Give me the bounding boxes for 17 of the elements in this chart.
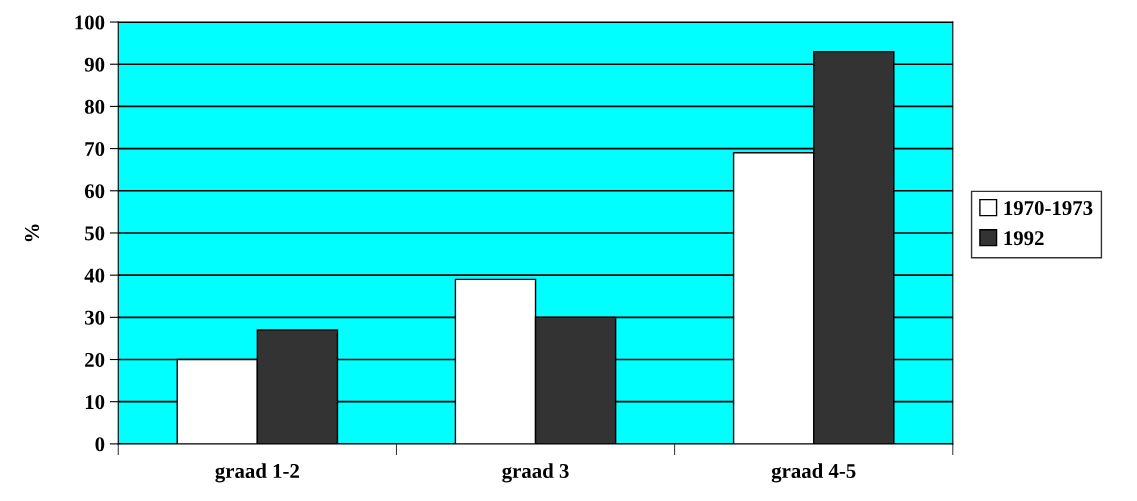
- y-tick-label: 60: [84, 184, 105, 199]
- legend-label: 1970-1973: [1004, 201, 1093, 216]
- y-tick-label: 70: [85, 141, 105, 157]
- y-tick-label: 40: [84, 268, 105, 283]
- y-tick-label: 30: [85, 310, 105, 325]
- x-tick-label: graad 4-5: [771, 463, 856, 483]
- y-tick-label: 0: [95, 437, 105, 452]
- y-tick-label: 100: [75, 15, 105, 30]
- x-tick-label: graad 1-2: [215, 463, 299, 483]
- x-tick-label: graad 3: [502, 463, 569, 483]
- y-tick-label: 90: [84, 57, 105, 72]
- y-axis-title: %: [24, 224, 40, 242]
- y-tick-label: 20: [85, 352, 105, 367]
- y-tick-label: 10: [85, 395, 105, 410]
- y-tick-label: 80: [84, 99, 105, 114]
- legend-label: 1992: [1004, 231, 1044, 246]
- y-tick-label: 50: [85, 226, 105, 241]
